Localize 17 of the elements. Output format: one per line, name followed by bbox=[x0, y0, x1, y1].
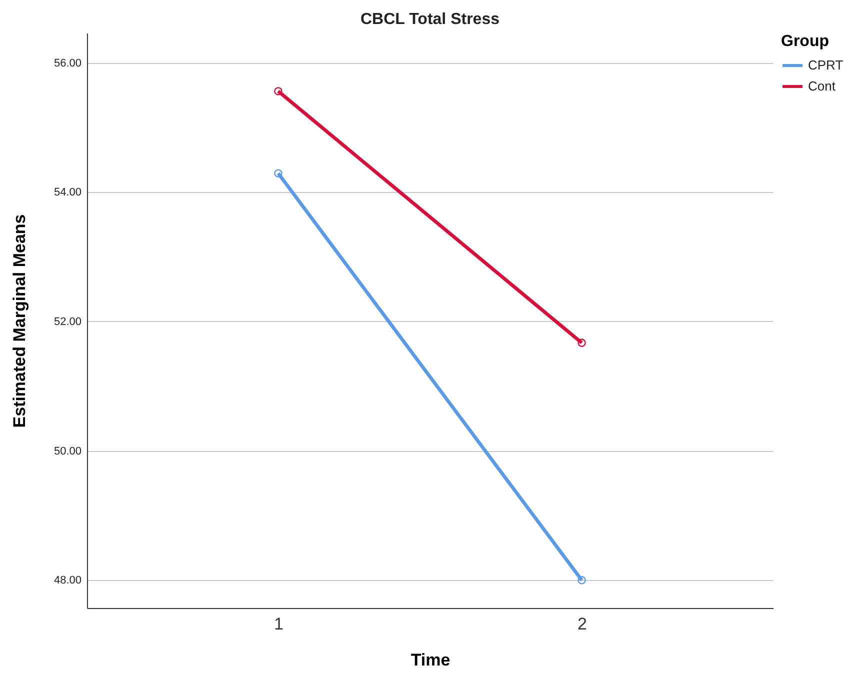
y-tick-label: 56.00 bbox=[54, 57, 82, 70]
y-axis-title: Estimated Marginal Means bbox=[10, 214, 29, 428]
y-tick-label: 54.00 bbox=[54, 186, 82, 199]
point bbox=[578, 576, 586, 584]
x-tick-label: 1 bbox=[274, 614, 284, 634]
point bbox=[274, 169, 282, 178]
x-tick-label: 2 bbox=[578, 614, 588, 634]
legend-title: Group bbox=[781, 33, 830, 50]
legend-label: Cont bbox=[808, 78, 836, 94]
legend-label: CPRT bbox=[808, 58, 844, 72]
chart-title: CBCL Total Stress bbox=[360, 11, 500, 28]
y-tick-label: 52.00 bbox=[54, 316, 82, 328]
y-tick-label: 48.00 bbox=[54, 574, 82, 587]
x-axis-title: Time bbox=[410, 650, 450, 670]
point bbox=[274, 87, 282, 96]
y-tick-label: 50.00 bbox=[54, 445, 82, 458]
point bbox=[578, 338, 586, 347]
